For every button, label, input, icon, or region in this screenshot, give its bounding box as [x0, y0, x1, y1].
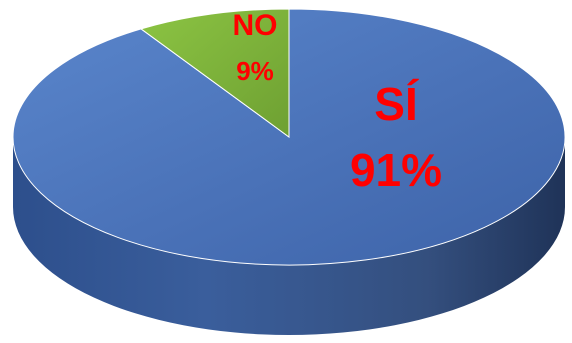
- slice-value-no: 9%: [236, 56, 274, 86]
- slice-value-si: 91%: [350, 144, 442, 196]
- slice-label-si: SÍ: [374, 78, 419, 130]
- pie-side-layer: [13, 137, 565, 335]
- slice-label-no: NO: [233, 9, 278, 42]
- slice-no: [139, 8, 290, 138]
- pie-label-layer: SÍ 91% NO 9%: [233, 9, 443, 196]
- slice-si-side: [13, 137, 565, 335]
- pie-top-layer: [12, 8, 566, 266]
